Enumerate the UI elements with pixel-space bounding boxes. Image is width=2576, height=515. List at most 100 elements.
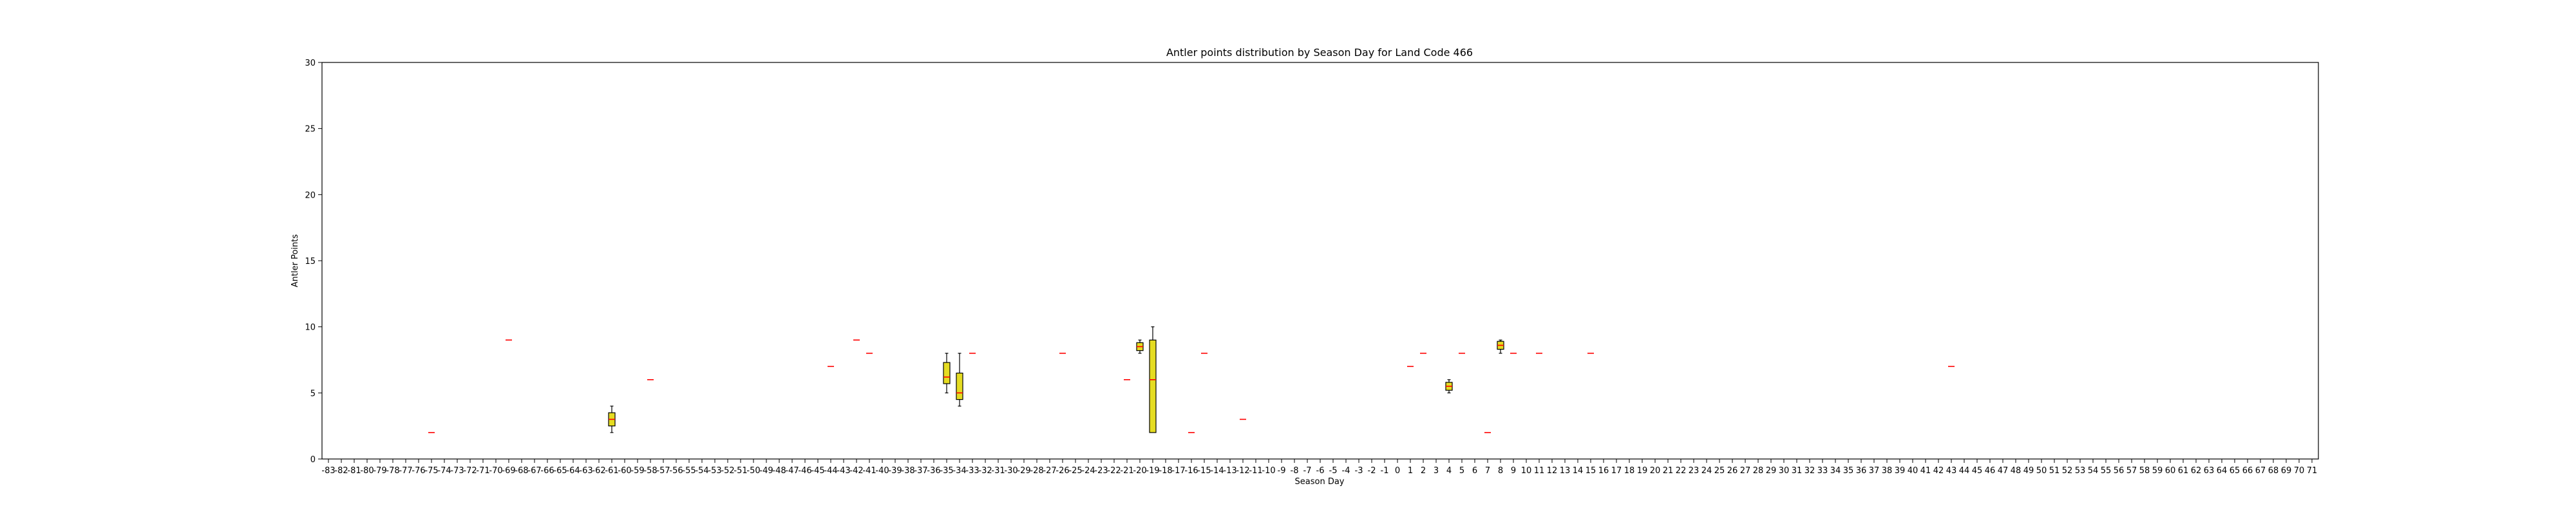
- x-tick-label: -21: [1120, 466, 1133, 476]
- x-tick-label: 20: [1650, 466, 1661, 476]
- x-tick-label: 42: [1933, 466, 1944, 476]
- x-tick-label: 63: [2204, 466, 2215, 476]
- x-tick-label: -12: [1236, 466, 1249, 476]
- x-tick-label: -1: [1381, 466, 1389, 476]
- x-tick-label: 68: [2268, 466, 2279, 476]
- x-tick-label: -76: [412, 466, 425, 476]
- x-tick-label: -65: [553, 466, 567, 476]
- x-tick-label: 52: [2062, 466, 2073, 476]
- x-tick-label: 15: [1586, 466, 1596, 476]
- box-body: [956, 372, 963, 400]
- x-tick-label: -73: [450, 466, 464, 476]
- plot-frame: [321, 62, 2319, 460]
- chart-title: Antler points distribution by Season Day…: [1166, 46, 1473, 59]
- x-tick-label: -6: [1316, 466, 1325, 476]
- x-tick-label: 30: [1779, 466, 1790, 476]
- x-tick-label: 11: [1534, 466, 1545, 476]
- y-tick-label: 25: [305, 125, 316, 135]
- x-tick-label: -42: [849, 466, 863, 476]
- x-tick-label: -28: [1030, 466, 1043, 476]
- x-tick-label: -77: [399, 466, 412, 476]
- x-tick-label: 44: [1959, 466, 1970, 476]
- x-tick-label: -33: [965, 466, 979, 476]
- x-tick-label: -30: [1004, 466, 1018, 476]
- x-tick-label: -72: [463, 466, 477, 476]
- x-tick-label: -40: [875, 466, 889, 476]
- x-tick-label: 45: [1972, 466, 1983, 476]
- x-tick-label: 2: [1421, 466, 1426, 476]
- x-tick-label: 10: [1521, 466, 1532, 476]
- x-tick-label: 70: [2294, 466, 2305, 476]
- y-tick-label: 15: [305, 257, 316, 267]
- x-tick-label: 34: [1830, 466, 1841, 476]
- x-tick-label: -10: [1262, 466, 1275, 476]
- x-tick-label: 58: [2139, 466, 2150, 476]
- y-tick-label: 0: [310, 455, 316, 465]
- x-tick-label: -44: [824, 466, 837, 476]
- x-tick-label: 16: [1598, 466, 1609, 476]
- x-tick-label: 25: [1714, 466, 1725, 476]
- x-tick-label: -70: [489, 466, 502, 476]
- x-tick-label: -56: [669, 466, 683, 476]
- y-tick-label: 5: [310, 389, 316, 398]
- y-axis-ticks: 0 5 10 15 20 25 30: [305, 59, 322, 465]
- x-tick-label: -14: [1210, 466, 1224, 476]
- x-tick-label: 14: [1573, 466, 1584, 476]
- x-tick-label: -37: [914, 466, 927, 476]
- x-tick-label: -22: [1107, 466, 1121, 476]
- x-tick-label: -64: [566, 466, 580, 476]
- x-tick-label: 31: [1792, 466, 1803, 476]
- x-tick-label: -69: [502, 466, 515, 476]
- x-tick-label: -39: [888, 466, 902, 476]
- x-tick-label: -7: [1303, 466, 1312, 476]
- x-tick-label: -66: [540, 466, 554, 476]
- plot-area: [428, 326, 1955, 433]
- x-tick-label: -82: [334, 466, 348, 476]
- x-tick-label: 50: [2036, 466, 2047, 476]
- x-tick-label: -9: [1278, 466, 1286, 476]
- x-tick-label: -43: [837, 466, 850, 476]
- x-tick-label: 51: [2049, 466, 2060, 476]
- x-tick-label: 43: [1946, 466, 1957, 476]
- x-tick-label: -71: [476, 466, 489, 476]
- x-tick-label: 4: [1446, 466, 1452, 476]
- x-tick-label: 9: [1511, 466, 1516, 476]
- x-tick-label: 5: [1459, 466, 1464, 476]
- x-tick-label: -62: [592, 466, 605, 476]
- x-tick-label: -61: [605, 466, 618, 476]
- y-tick-label: 20: [305, 191, 316, 200]
- x-tick-label: 65: [2230, 466, 2240, 476]
- x-tick-label: -4: [1342, 466, 1350, 476]
- x-tick-label: 48: [2011, 466, 2022, 476]
- x-tick-label: 3: [1434, 466, 1439, 476]
- x-tick-label: 41: [1920, 466, 1931, 476]
- x-tick-label: 17: [1611, 466, 1622, 476]
- x-tick-label: 29: [1766, 466, 1777, 476]
- x-tick-label: -16: [1184, 466, 1198, 476]
- box-day--35: [943, 353, 951, 393]
- x-tick-label: -11: [1249, 466, 1262, 476]
- x-tick-label: -17: [1171, 466, 1185, 476]
- x-tick-label: -27: [1043, 466, 1056, 476]
- x-tick-label: 6: [1472, 466, 1477, 476]
- x-tick-label: -35: [940, 466, 953, 476]
- x-tick-label: 12: [1547, 466, 1558, 476]
- x-tick-label: 66: [2242, 466, 2253, 476]
- x-tick-label: -3: [1355, 466, 1363, 476]
- x-tick-label: 28: [1753, 466, 1764, 476]
- x-tick-label: -58: [643, 466, 657, 476]
- x-tick-label: 1: [1408, 466, 1413, 476]
- x-tick-label: -41: [862, 466, 876, 476]
- y-tick-label: 30: [305, 59, 316, 68]
- x-tick-label: -13: [1223, 466, 1236, 476]
- x-tick-label: 33: [1817, 466, 1828, 476]
- x-tick-label: 55: [2101, 466, 2112, 476]
- x-axis-ticks: -83-82-81-80-79-78-77-76-75-74-73-72-71-…: [321, 459, 2317, 476]
- x-tick-label: 40: [1908, 466, 1918, 476]
- x-tick-label: -57: [656, 466, 670, 476]
- x-tick-label: -80: [360, 466, 374, 476]
- x-tick-label: -15: [1197, 466, 1211, 476]
- x-tick-label: 64: [2217, 466, 2228, 476]
- x-tick-label: -5: [1329, 466, 1338, 476]
